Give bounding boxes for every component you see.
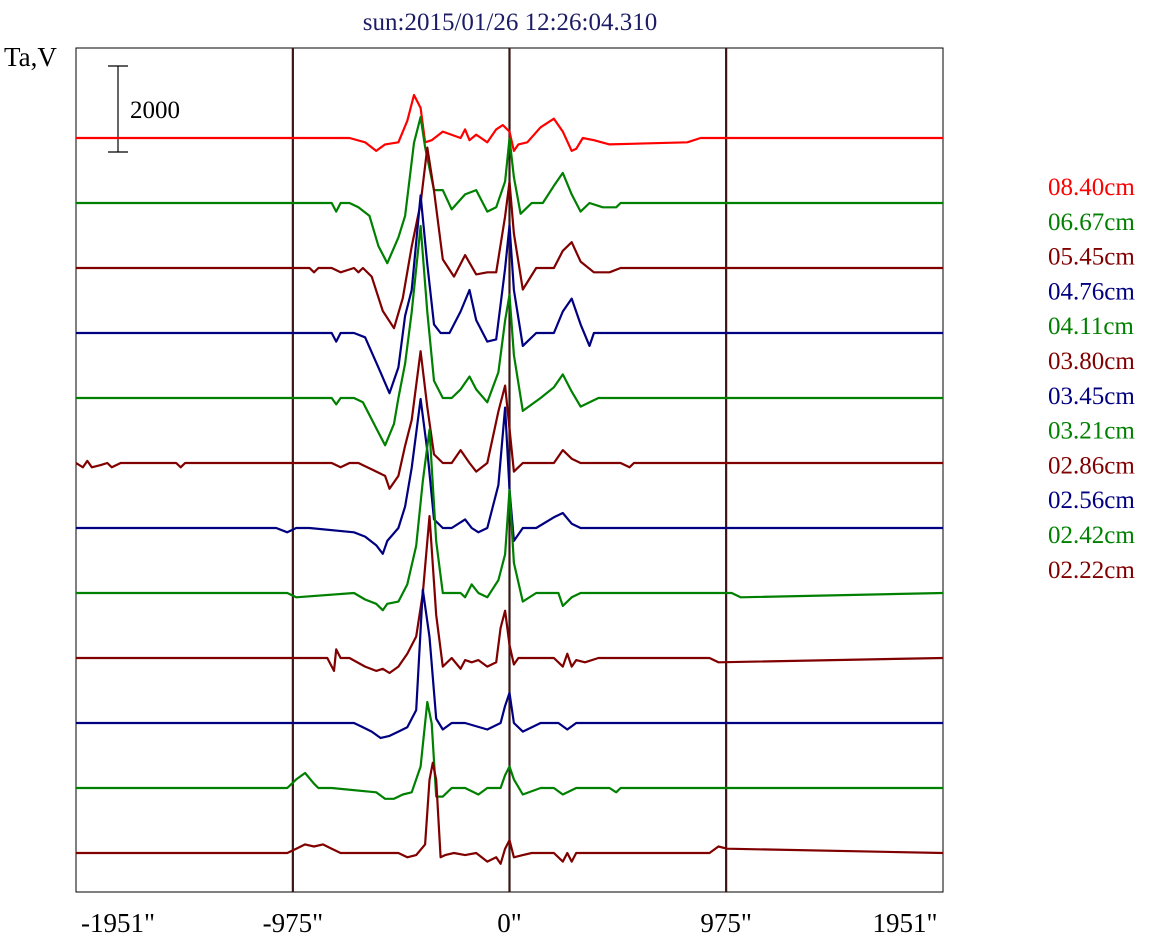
chart-title: sun:2015/01/26 12:26:04.310 [363, 9, 657, 36]
legend-item-2: 05.45cm [1048, 244, 1135, 271]
legend-item-9: 02.56cm [1048, 487, 1135, 514]
series-line-9 [76, 588, 943, 740]
series-line-7 [76, 428, 944, 612]
legend-item-1: 06.67cm [1048, 209, 1135, 236]
series-line-11 [76, 761, 944, 865]
scale-bar-label: 2000 [130, 97, 180, 124]
series-line-0 [76, 93, 943, 152]
legend-item-5: 03.80cm [1048, 348, 1135, 375]
legend: 08.40cm 06.67cm 05.45cm 04.76cm 04.11cm 03.80… [1048, 174, 1135, 584]
legend-item-8: 02.86cm [1048, 452, 1135, 479]
legend-item-10: 02.42cm [1048, 522, 1135, 549]
x-tick-label-3: 975" [700, 908, 752, 938]
x-tick-labels: -1951" -975" 0" 975" 1951" [81, 908, 938, 938]
series-line-6 [76, 397, 943, 555]
series-line-1 [76, 115, 943, 265]
series-line-2 [76, 146, 943, 330]
y-axis-label: Ta,V [4, 42, 57, 72]
legend-item-4: 04.11cm [1048, 313, 1134, 340]
x-tick-label-2: 0" [497, 908, 522, 938]
series-line-5 [75, 350, 943, 490]
series-line-8 [76, 514, 944, 675]
legend-item-6: 03.45cm [1048, 383, 1135, 410]
series-lines [75, 93, 944, 865]
legend-item-3: 04.76cm [1048, 278, 1135, 305]
series-line-3 [76, 194, 943, 395]
x-tick-label-4: 1951" [872, 908, 937, 938]
series-line-4 [76, 224, 943, 447]
legend-item-7: 03.21cm [1048, 418, 1135, 445]
x-tick-label-0: -1951" [81, 908, 155, 938]
legend-item-11: 02.22cm [1048, 557, 1135, 584]
legend-item-0: 08.40cm [1048, 174, 1135, 201]
x-tick-label-1: -975" [263, 908, 324, 938]
series-line-10 [76, 700, 943, 800]
